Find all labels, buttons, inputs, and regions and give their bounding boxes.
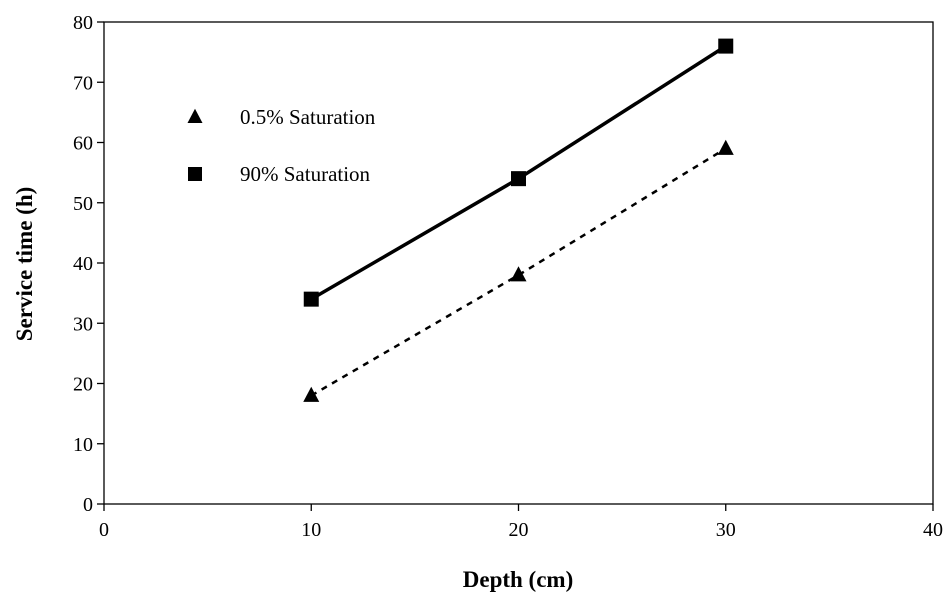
data-point (510, 266, 527, 282)
y-tick-label: 70 (73, 72, 93, 94)
y-tick-label: 40 (73, 253, 93, 275)
data-point (303, 291, 319, 307)
series-1 (303, 139, 734, 402)
x-tick-label: 10 (301, 519, 321, 541)
legend-item-1: 0.5% Saturation (187, 105, 376, 129)
legend: 0.5% Saturation 90% Saturation (187, 105, 376, 186)
x-axis-ticks: 0 10 20 30 40 (99, 504, 943, 541)
data-point (718, 38, 734, 54)
x-tick-label: 30 (716, 519, 736, 541)
legend-marker (187, 108, 203, 123)
legend-label: 0.5% Saturation (240, 105, 376, 129)
legend-marker (188, 167, 202, 181)
x-tick-label: 40 (923, 519, 943, 541)
legend-item-2: 90% Saturation (188, 162, 371, 186)
legend-label: 90% Saturation (240, 162, 371, 186)
data-point (717, 139, 734, 155)
y-tick-label: 80 (73, 12, 93, 34)
x-tick-label: 20 (509, 519, 529, 541)
data-point (511, 171, 526, 187)
y-tick-label: 30 (73, 313, 93, 335)
y-axis-title: Service time (h) (12, 187, 37, 342)
data-point (303, 386, 320, 402)
y-tick-label: 50 (73, 193, 93, 215)
y-tick-label: 20 (73, 374, 93, 396)
series-2 (303, 38, 734, 307)
plot-area-border (103, 21, 934, 505)
plot-frame (103, 21, 934, 505)
y-tick-label: 10 (73, 434, 93, 456)
x-axis-title: Depth (cm) (463, 567, 574, 592)
series-layer (303, 38, 734, 402)
y-tick-label: 60 (73, 133, 93, 155)
y-tick-label: 0 (83, 494, 93, 516)
series-1-line (310, 147, 727, 397)
y-axis-ticks: 0 10 20 30 40 50 60 70 80 (73, 12, 104, 516)
x-tick-label: 0 (99, 519, 109, 541)
